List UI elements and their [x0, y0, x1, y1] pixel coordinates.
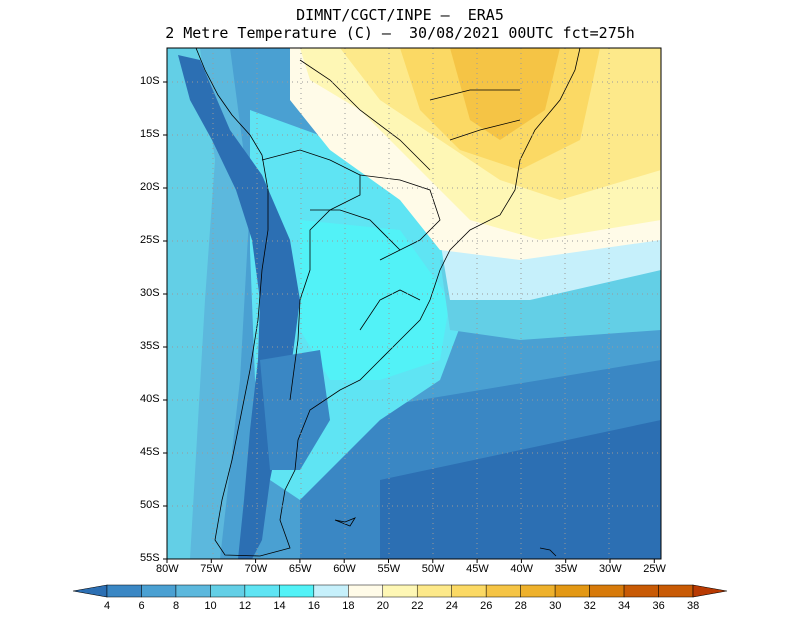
colorbar-label: 4 [104, 600, 111, 612]
colorbar-label: 10 [204, 600, 217, 612]
lat-label: 50S [140, 499, 160, 511]
colorbar-label: 24 [445, 600, 458, 612]
field-north-amber [450, 48, 560, 140]
colorbar-left-arrow [72, 584, 108, 598]
colorbar-swatch [416, 584, 452, 598]
colorbar-swatch [589, 584, 625, 598]
colorbar-swatch [382, 584, 418, 598]
continent-coastline [195, 48, 581, 557]
colorbar [72, 584, 728, 598]
colorbar-right-arrow [692, 584, 728, 598]
colorbar-swatch [106, 584, 142, 598]
colorbar-swatch [348, 584, 384, 598]
lat-label: 25S [140, 234, 160, 246]
lat-label: 35S [140, 340, 160, 352]
colorbar-swatch [520, 584, 556, 598]
field-pacific-cyan [167, 48, 215, 559]
lat-label: 55S [140, 552, 160, 564]
colorbar-label: 6 [138, 600, 145, 612]
colorbar-swatch [210, 584, 246, 598]
colorbar-swatch [554, 584, 590, 598]
colorbar-label: 34 [618, 600, 631, 612]
lon-label: 60W [333, 563, 356, 575]
colorbar-swatch [175, 584, 211, 598]
coastlines-and-borders [195, 48, 581, 557]
lon-label: 80W [156, 563, 179, 575]
colorbar-swatch [313, 584, 349, 598]
field-uruguay [300, 220, 450, 380]
temperature-field [167, 48, 661, 559]
colorbar-swatch [451, 584, 487, 598]
lon-label: 55W [377, 563, 401, 575]
lon-label: 45W [466, 563, 489, 575]
lon-label: 70W [244, 563, 268, 575]
lon-label: 30W [599, 563, 622, 575]
colorbar-label: 20 [376, 600, 389, 612]
colorbar-label: 8 [172, 600, 180, 612]
colorbar-label: 22 [411, 600, 424, 612]
field-far-south-ocean [380, 420, 661, 559]
map-title-line2: 2 Metre Temperature (C) – 30/08/2021 00U… [165, 24, 635, 42]
colorbar-swatch [244, 584, 280, 598]
border-bolivia [310, 209, 401, 251]
colorbar-label: 28 [514, 600, 527, 612]
lon-label: 25W [643, 563, 666, 575]
lat-label: 30S [140, 287, 160, 299]
lat-label: 20S [140, 181, 160, 193]
lat-label: 40S [140, 393, 160, 405]
colorbar-label: 32 [583, 600, 596, 612]
lon-label: 75W [200, 563, 223, 575]
colorbar-swatch [279, 584, 315, 598]
colorbar-swatch [485, 584, 521, 598]
colorbar-swatch [141, 584, 177, 598]
south-georgia [539, 547, 557, 557]
axis-ticks [163, 81, 655, 563]
lon-label: 50W [421, 563, 445, 575]
lat-label: 15S [140, 128, 160, 140]
lon-label: 40W [510, 563, 534, 575]
border-brazil-west [299, 59, 431, 171]
field-patagonia [260, 350, 330, 470]
border-uruguay [359, 289, 421, 331]
graticule [167, 48, 661, 559]
map-title-line1: DIMNT/CGCT/INPE – ERA5 [296, 6, 504, 24]
colorbar-label: 38 [687, 600, 700, 612]
colorbar-label: 18 [342, 600, 355, 612]
border-brazil-states [429, 89, 521, 141]
colorbar-label: 30 [549, 600, 562, 612]
colorbar-label: 16 [307, 600, 321, 612]
lon-label: 65W [288, 563, 312, 575]
map-frame [166, 47, 662, 560]
colorbar-label: 36 [652, 600, 665, 612]
lat-label: 10S [140, 75, 160, 87]
colorbar-swatch [658, 584, 694, 598]
colorbar-label: 14 [273, 600, 286, 612]
colorbar-label: 12 [238, 600, 252, 612]
colorbar-swatch [623, 584, 659, 598]
lat-label: 45S [140, 446, 160, 458]
lon-label: 35W [554, 563, 578, 575]
colorbar-label: 26 [480, 600, 493, 612]
